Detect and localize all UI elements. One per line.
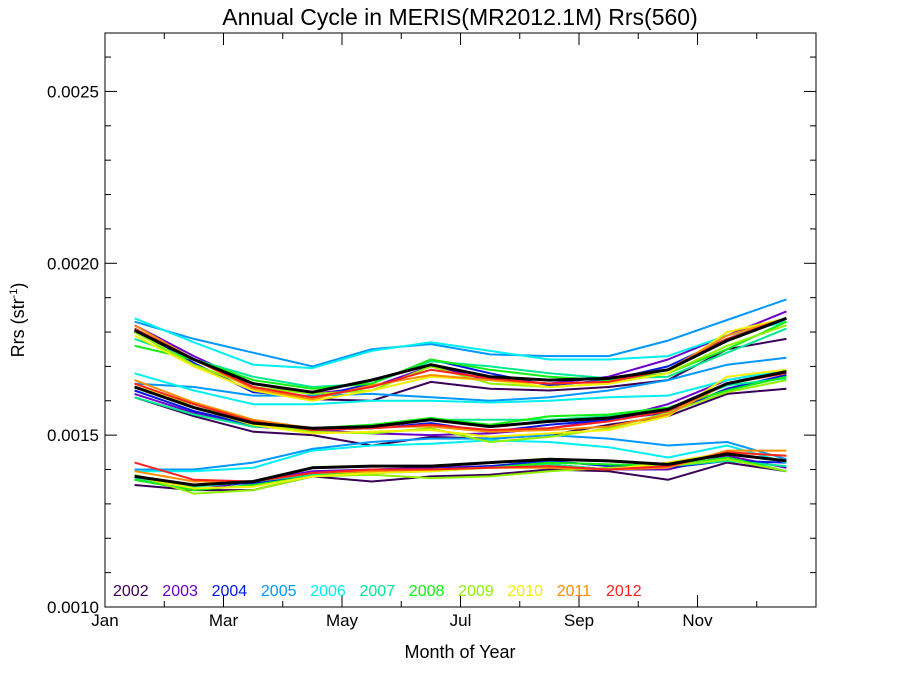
series-line-2006 [134, 368, 787, 406]
series-2005 [134, 298, 787, 471]
series-2006 [134, 317, 787, 473]
series-line-2005 [134, 434, 787, 471]
legend-entry-2002: 2002 [113, 583, 149, 600]
legend-entry-2003: 2003 [162, 583, 198, 600]
x-tick-label: Mar [209, 611, 239, 630]
legend: 2002 2003 2004 2005 2006 2007 2008 2009 2010 2011… [113, 583, 642, 600]
legend-entry-2009: 2009 [458, 583, 494, 600]
y-tick-label: 0.0015 [47, 426, 99, 445]
x-tick-label: Nov [682, 611, 713, 630]
x-tick-label: May [326, 611, 359, 630]
series-line-2006 [134, 317, 787, 370]
legend-entry-2006: 2006 [310, 583, 346, 600]
legend-entry-2012: 2012 [606, 583, 642, 600]
mean-line [134, 452, 787, 487]
legend-entry-2004: 2004 [212, 583, 248, 600]
plot-frame [104, 32, 817, 608]
y-tick-label: 0.0025 [47, 82, 99, 101]
y-axis-label-superscript: -1 [8, 289, 20, 299]
series-line-2005 [134, 298, 787, 368]
legend-entry-2011: 2011 [557, 583, 592, 600]
y-axis-label-close: ) [8, 283, 28, 289]
x-axis-label: Month of Year [404, 642, 515, 662]
y-axis-label-main: Rrs (str [8, 298, 28, 357]
x-tick-label: Sep [564, 611, 594, 630]
legend-entry-2007: 2007 [360, 583, 396, 600]
mean-lines [133, 316, 787, 487]
y-axis: 0.0010 0.0015 0.0020 0.0025 [47, 56, 816, 617]
series-layer [134, 298, 787, 495]
x-tick-label: Jul [450, 611, 472, 630]
x-tick-label: Jan [91, 611, 118, 630]
x-axis: Jan Mar May Jul Sep Nov [91, 33, 817, 630]
mean-line [133, 316, 787, 394]
series-line-2005 [134, 356, 787, 402]
mean-line [134, 370, 787, 430]
legend-entry-2008: 2008 [409, 583, 445, 600]
legend-entry-2005: 2005 [261, 583, 297, 600]
series-line-2006 [134, 439, 787, 473]
y-tick-label: 0.0020 [47, 254, 99, 273]
legend-entry-2010: 2010 [507, 583, 543, 600]
y-axis-label: Rrs (str-1) [8, 283, 28, 358]
chart-title: Annual Cycle in MERIS(MR2012.1M) Rrs(560… [222, 4, 698, 30]
y-tick-label: 0.0010 [47, 598, 99, 617]
series-line-2011 [134, 370, 787, 433]
